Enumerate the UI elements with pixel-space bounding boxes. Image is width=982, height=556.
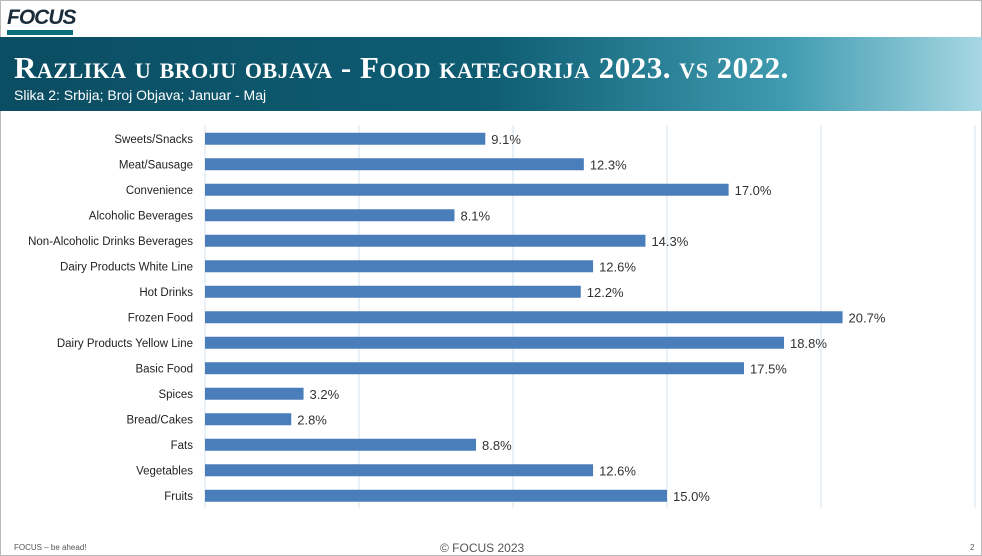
- data-label: 12.6%: [599, 463, 636, 478]
- category-label: Convenience: [126, 185, 193, 197]
- data-label: 8.1%: [460, 208, 490, 223]
- bar: [205, 234, 646, 247]
- bar: [205, 438, 477, 451]
- data-label: 17.0%: [735, 183, 772, 198]
- bar: [205, 336, 785, 349]
- category-label: Dairy Products Yellow Line: [57, 338, 193, 350]
- data-label: 9.1%: [491, 132, 521, 147]
- category-label: Vegetables: [136, 465, 193, 477]
- category-label: Spices: [158, 389, 193, 401]
- category-label: Sweets/Snacks: [114, 134, 193, 146]
- logo-text: FOCUS: [7, 6, 76, 29]
- page-subtitle: Slika 2: Srbija; Broj Objava; Januar - M…: [14, 87, 267, 103]
- data-label: 14.3%: [651, 234, 688, 249]
- bar: [205, 311, 843, 324]
- data-label: 17.5%: [750, 361, 787, 376]
- data-label: 8.8%: [482, 438, 512, 453]
- data-label: 15.0%: [673, 489, 710, 504]
- footer-copyright: © FOCUS 2023: [440, 541, 525, 555]
- title-banner: Razlika u broju objava - Food kategorija…: [0, 37, 982, 111]
- data-label: 3.2%: [310, 387, 340, 402]
- category-label: Fats: [171, 440, 194, 452]
- category-label: Alcoholic Beverages: [89, 210, 193, 222]
- category-label: Fruits: [164, 491, 193, 503]
- data-label: 2.8%: [297, 412, 327, 427]
- logo-underline: [7, 30, 73, 35]
- data-label: 20.7%: [849, 310, 886, 325]
- focus-logo: FOCUS: [7, 6, 76, 36]
- bar: [205, 464, 594, 477]
- category-label: Non-Alcoholic Drinks Beverages: [28, 236, 193, 248]
- page-title: Razlika u broju objava - Food kategorija…: [14, 50, 789, 85]
- bar: [205, 285, 581, 298]
- bar: [205, 183, 729, 196]
- bar: [205, 413, 292, 426]
- category-label: Basic Food: [135, 363, 193, 375]
- bar: [205, 362, 744, 375]
- bar: [205, 132, 486, 145]
- bar: [205, 158, 584, 171]
- bar: [205, 260, 594, 273]
- data-label: 18.8%: [790, 336, 827, 351]
- data-label: 12.6%: [599, 259, 636, 274]
- data-label: 12.3%: [590, 157, 627, 172]
- bar: [205, 209, 455, 222]
- bar-chart: Sweets/Snacks 9.1% Meat/Sausage 12.3% Conven…: [28, 125, 976, 508]
- category-label: Hot Drinks: [139, 287, 193, 299]
- category-label: Meat/Sausage: [119, 159, 193, 171]
- bar: [205, 387, 304, 400]
- data-label: 12.2%: [587, 285, 624, 300]
- bar: [205, 489, 667, 502]
- category-label: Frozen Food: [128, 312, 193, 324]
- category-label: Dairy Products White Line: [60, 261, 193, 273]
- category-label: Bread/Cakes: [127, 414, 194, 426]
- page-number: 2: [970, 543, 975, 552]
- footer-tagline: FOCUS – be ahead!: [14, 543, 87, 552]
